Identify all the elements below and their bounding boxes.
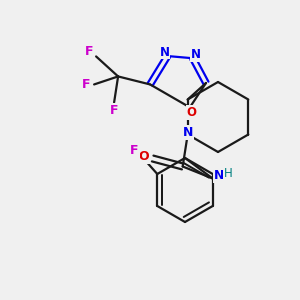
Text: N: N — [182, 126, 193, 139]
Text: F: F — [82, 78, 90, 91]
Text: H: H — [224, 167, 233, 180]
Text: F: F — [110, 104, 118, 117]
Text: O: O — [138, 150, 149, 163]
Text: F: F — [85, 45, 93, 58]
Text: O: O — [187, 106, 197, 119]
Text: N: N — [191, 48, 201, 61]
Text: N: N — [214, 169, 224, 182]
Text: F: F — [130, 143, 139, 157]
Text: N: N — [160, 46, 170, 59]
